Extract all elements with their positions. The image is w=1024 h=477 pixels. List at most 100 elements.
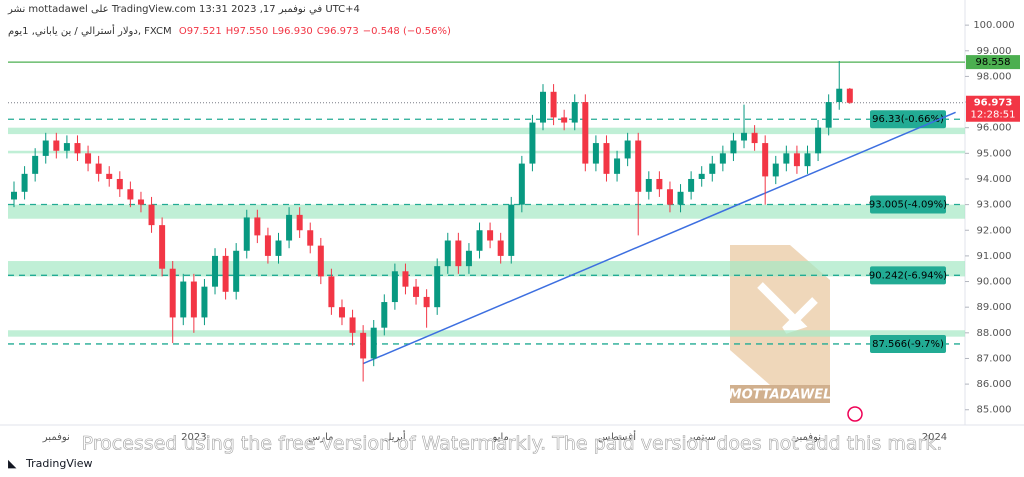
watermark-notice: Processed using the free version of Wate… [82, 433, 943, 455]
candle-body [571, 102, 578, 123]
candle-body [190, 281, 197, 318]
candle-body [719, 153, 726, 164]
candle-body [159, 225, 166, 269]
candle-body [487, 230, 494, 241]
candle-body [529, 122, 536, 164]
candle-body [465, 250, 472, 267]
ohlc-value: −0.548 (−0.56%) [362, 26, 451, 37]
candle-body [624, 140, 631, 159]
candle-body [709, 163, 716, 174]
symbol-line: دولار أسترالي / ين ياباني, 1يوم, FXCM O9… [8, 26, 451, 37]
y-tick-label: 99.000 [977, 46, 1012, 57]
candle-body [254, 217, 261, 236]
candle-body [825, 102, 832, 128]
x-tick-label: مارس [308, 432, 333, 443]
candle-body [518, 163, 525, 205]
level-tag [870, 195, 946, 214]
y-tick-label: 87.000 [977, 353, 1012, 364]
candle-body [127, 189, 134, 200]
candle-body [74, 143, 81, 154]
level-label: 87.566(-9.7%) [872, 339, 944, 350]
zone [8, 127, 965, 135]
candle-body [106, 173, 113, 179]
candle-body [751, 132, 758, 144]
zone [8, 261, 965, 277]
candle-body [772, 163, 779, 177]
candle-body [95, 163, 102, 174]
x-tick-label: 2023 [181, 432, 206, 443]
candle-body [116, 178, 123, 190]
candle-body [804, 153, 811, 167]
candle-body [286, 214, 293, 241]
candle-body [508, 204, 515, 256]
candle-body [328, 276, 335, 308]
candle-body [148, 204, 155, 226]
candle-body [180, 281, 187, 318]
candle-body [582, 102, 589, 164]
y-tick-label: 94.000 [977, 174, 1012, 185]
candle-body [730, 140, 737, 154]
published-line: نشر mottadawel على TradingView.com في نو… [8, 4, 360, 15]
watermark-bar [730, 385, 830, 403]
y-tick-label: 88.000 [977, 328, 1012, 339]
y-tick-label: 98.000 [977, 71, 1012, 82]
candle-body [370, 327, 377, 359]
y-tick-label: 93.000 [977, 200, 1012, 211]
candle-body [21, 173, 28, 192]
level-tag [870, 334, 946, 353]
y-tick-label: 85.000 [977, 405, 1012, 416]
watermark-brand: MOTTADAWEL [729, 388, 832, 403]
x-tick-label: 2024 [922, 432, 947, 443]
candle-body [592, 143, 599, 164]
candle-body [307, 230, 314, 246]
candle-body [243, 217, 250, 251]
candle-body [275, 240, 282, 256]
symbol: دولار أسترالي / ين ياباني, 1يوم, FXCM [8, 26, 172, 37]
candle-body [635, 140, 642, 192]
candle-body [698, 173, 705, 179]
ohlc-value: L96.930 [272, 26, 313, 37]
resistance-label: 98.558 [976, 57, 1011, 68]
level-label: 96.33(-0.66%) [872, 114, 944, 125]
y-tick-label: 90.000 [977, 277, 1012, 288]
candle-body [212, 255, 219, 287]
candle-body [762, 143, 769, 177]
candle-body [666, 189, 673, 205]
y-tick-label: 100.000 [973, 20, 1014, 31]
candle-body [360, 332, 367, 359]
x-tick-label: أبريل [384, 430, 406, 443]
x-tick-label: نوفمبر [42, 432, 70, 443]
candle-body [11, 191, 17, 200]
candle-body [783, 153, 790, 164]
candle-body [741, 132, 748, 141]
trendline [362, 111, 956, 365]
footer-mark: ◣ [8, 457, 17, 470]
candle-body [317, 245, 324, 277]
candle-body [688, 178, 695, 192]
level-label: 90.242(-6.94%) [869, 270, 947, 281]
candle-body [603, 143, 610, 174]
candle-body [550, 91, 557, 118]
candle-body [656, 178, 663, 190]
candle-body [391, 271, 398, 303]
last-price-tag [966, 95, 1020, 122]
ohlc-value: C96.973 [316, 26, 359, 37]
zone [8, 150, 965, 154]
candle-body [423, 296, 430, 308]
candle-body [137, 199, 144, 205]
candle-body [455, 240, 462, 267]
candle-body [815, 127, 822, 154]
y-tick-label: 95.000 [977, 148, 1012, 159]
level-tag [870, 266, 946, 285]
candle-body [233, 250, 240, 292]
candle-body [85, 153, 92, 164]
candle-body [540, 91, 546, 123]
candle-body [169, 268, 176, 318]
candle-body [476, 230, 483, 251]
watermark-arrow [757, 282, 818, 334]
x-tick-label: سبتمبر [686, 432, 716, 443]
y-tick-label: 86.000 [977, 379, 1012, 390]
candle-body [497, 240, 504, 256]
